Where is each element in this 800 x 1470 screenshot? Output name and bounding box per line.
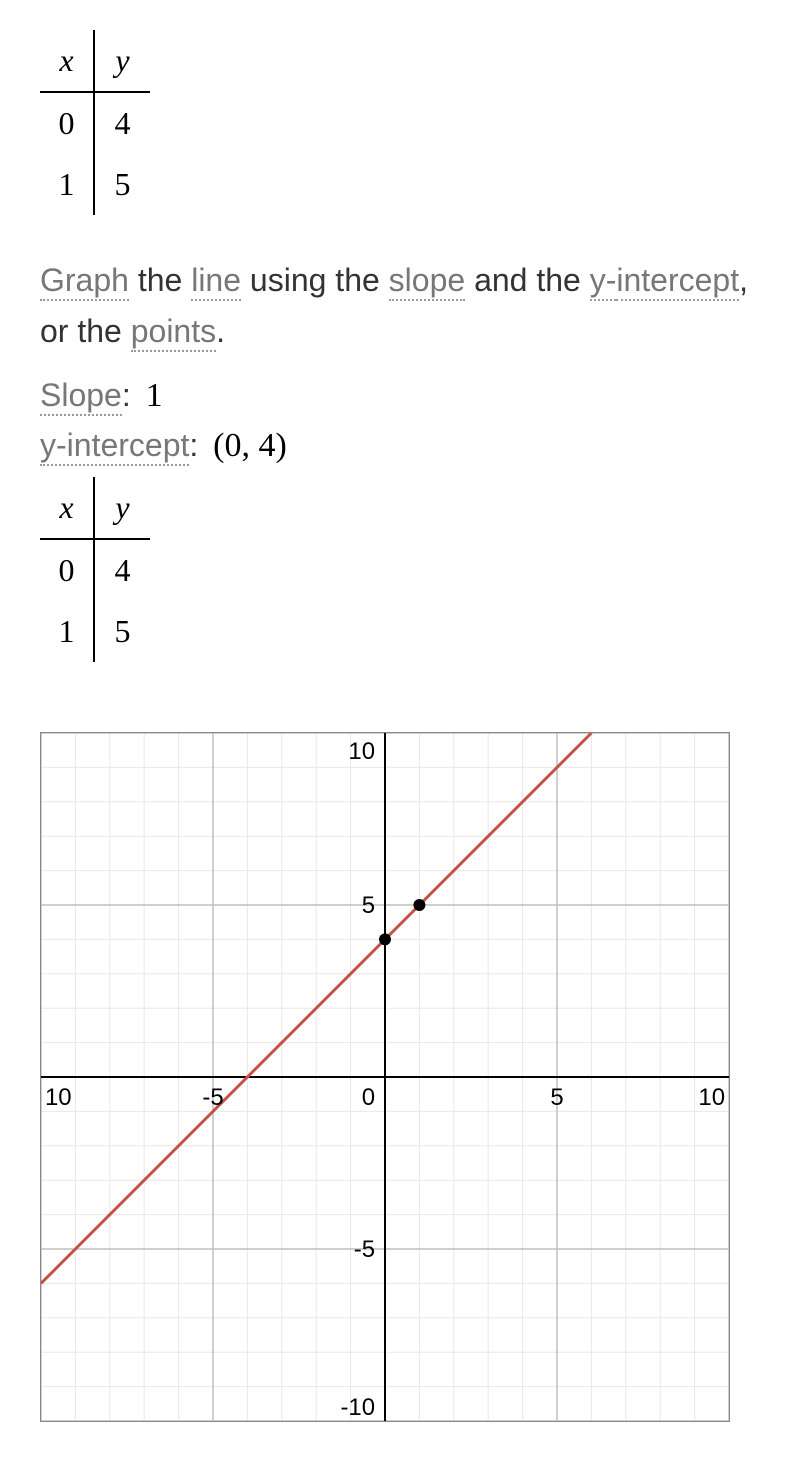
slope-display: Slope: 1 bbox=[40, 377, 760, 415]
link-slope[interactable]: slope bbox=[389, 262, 466, 301]
slope-colon: : bbox=[122, 377, 140, 413]
instruction-text-part: . bbox=[216, 313, 225, 349]
svg-text:10: 10 bbox=[45, 1084, 72, 1111]
link-points[interactable]: points bbox=[131, 313, 216, 352]
slope-value: 1 bbox=[146, 377, 163, 414]
table-header-row: x y bbox=[40, 477, 150, 540]
link-line[interactable]: line bbox=[191, 262, 241, 301]
xy-table-1: x y 0 4 1 5 bbox=[40, 30, 150, 215]
y-intercept-value: (0, 4) bbox=[213, 427, 287, 464]
table-row: 1 5 bbox=[40, 601, 150, 662]
svg-text:10: 10 bbox=[348, 738, 375, 765]
svg-text:-10: -10 bbox=[340, 1394, 375, 1421]
table-header-y: y bbox=[95, 30, 150, 93]
table-header-row: x y bbox=[40, 30, 150, 93]
table-cell-x: 0 bbox=[40, 93, 95, 154]
table-row: 1 5 bbox=[40, 154, 150, 215]
table-cell-y: 4 bbox=[95, 93, 150, 154]
svg-text:-5: -5 bbox=[202, 1084, 223, 1111]
link-slope-label[interactable]: Slope bbox=[40, 377, 122, 416]
link-y-intercept-rest[interactable]: intercept bbox=[616, 262, 739, 301]
table-cell-y: 4 bbox=[95, 540, 150, 601]
table-row: 0 4 bbox=[40, 93, 150, 154]
link-graph[interactable]: Graph bbox=[40, 262, 129, 301]
instruction-text-part: using the bbox=[241, 262, 389, 298]
table-cell-y: 5 bbox=[95, 154, 150, 215]
instruction-text-part: and the bbox=[465, 262, 590, 298]
svg-text:5: 5 bbox=[362, 892, 375, 919]
svg-text:10: 10 bbox=[698, 1084, 725, 1111]
svg-text:0: 0 bbox=[362, 1084, 375, 1111]
table-cell-x: 1 bbox=[40, 601, 95, 662]
y-intercept-display: y-intercept: (0, 4) bbox=[40, 427, 760, 465]
link-y-intercept-y[interactable]: y- bbox=[590, 262, 617, 301]
table-cell-x: 1 bbox=[40, 154, 95, 215]
table-header-x: x bbox=[40, 477, 95, 540]
instruction-text: Graph the line using the slope and the y… bbox=[40, 255, 760, 357]
coordinate-graph: 10 -5 0 5 10 10 5 -5 -10 bbox=[40, 732, 730, 1422]
table-cell-y: 5 bbox=[95, 601, 150, 662]
table-header-x: x bbox=[40, 30, 95, 93]
y-intercept-colon: : bbox=[189, 427, 207, 463]
table-header-y: y bbox=[95, 477, 150, 540]
link-y-intercept-label[interactable]: y-intercept bbox=[40, 427, 189, 466]
svg-text:-5: -5 bbox=[354, 1236, 375, 1263]
xy-table-2: x y 0 4 1 5 bbox=[40, 477, 150, 662]
instruction-text-part: the bbox=[129, 262, 191, 298]
table-cell-x: 0 bbox=[40, 540, 95, 601]
svg-text:5: 5 bbox=[550, 1084, 563, 1111]
graph-svg: 10 -5 0 5 10 10 5 -5 -10 bbox=[41, 733, 729, 1421]
table-row: 0 4 bbox=[40, 540, 150, 601]
